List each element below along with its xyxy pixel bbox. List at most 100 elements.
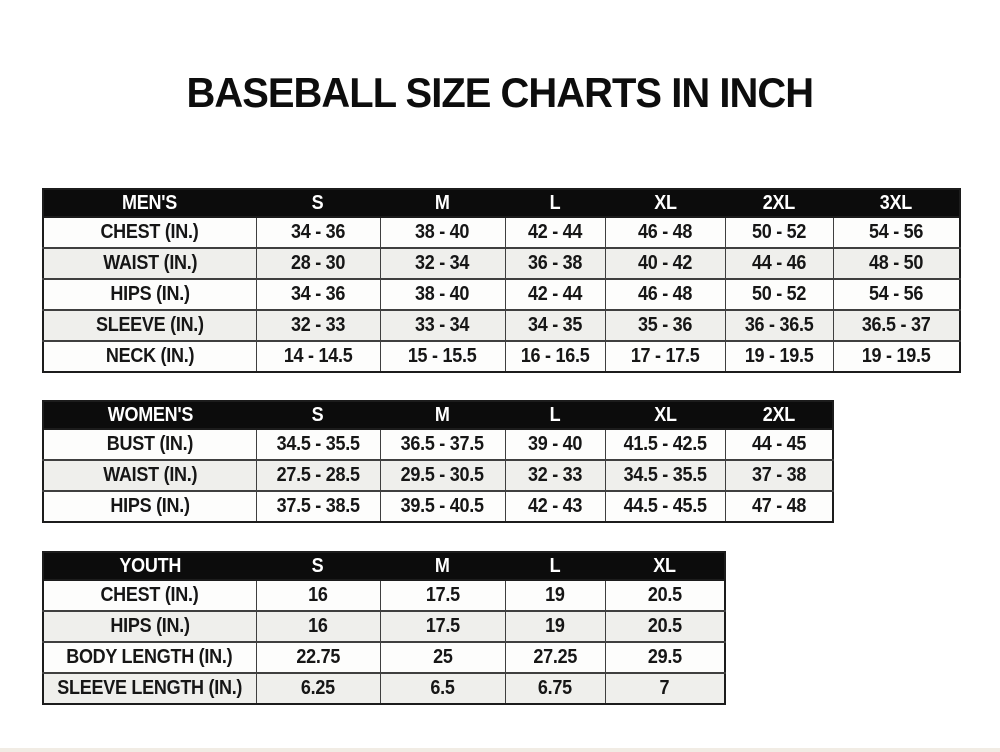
measurement-label-cell: HIPS (IN.) [42, 278, 257, 311]
size-value-cell: 39.5 - 40.5 [379, 490, 506, 523]
size-value-cell: 42 - 44 [504, 216, 606, 249]
header-cell-label: M [435, 403, 450, 426]
header-cell-label: L [549, 554, 561, 577]
size-value: 32 - 33 [527, 464, 583, 486]
size-column-header-cell: L [505, 189, 605, 218]
size-value: 32 - 34 [415, 252, 470, 274]
size-value: 17 - 17.5 [630, 345, 700, 367]
size-value-cell: 46 - 48 [604, 278, 726, 311]
size-value: 46 - 48 [637, 283, 693, 305]
table-row: HIPS (IN.) 16 17.5 19 20.5 [42, 610, 726, 643]
size-value: 38 - 40 [415, 221, 470, 243]
measurement-label-cell: CHEST (IN.) [42, 216, 257, 249]
table-row: WAIST (IN.) 27.5 - 28.5 29.5 - 30.5 32 - 33… [42, 459, 834, 492]
size-value: 36 - 38 [527, 252, 583, 274]
size-value: 29.5 - 30.5 [400, 464, 485, 486]
size-value-cell: 54 - 56 [832, 278, 961, 311]
size-value-cell: 37 - 38 [724, 459, 834, 492]
size-value: 44 - 46 [751, 252, 807, 274]
size-value: 39 - 40 [527, 433, 583, 455]
size-value: 34 - 36 [290, 283, 346, 305]
size-value-cell: 32 - 33 [504, 459, 606, 492]
size-value-cell: 36.5 - 37 [832, 309, 961, 342]
size-value: 17.5 [425, 584, 460, 606]
measurement-label: SLEEVE (IN.) [95, 314, 204, 336]
size-value: 54 - 56 [869, 283, 924, 305]
size-value-cell: 47 - 48 [724, 490, 834, 523]
size-value-cell: 6.5 [379, 672, 506, 705]
size-value-cell: 19 - 19.5 [832, 340, 961, 373]
size-column-header-cell: S [256, 189, 380, 218]
size-value: 15 - 15.5 [408, 345, 477, 367]
size-value-cell: 36 - 36.5 [724, 309, 834, 342]
measurement-label: WAIST (IN.) [102, 464, 197, 486]
size-value: 37 - 38 [751, 464, 806, 486]
size-value-cell: 19 [504, 610, 606, 643]
size-value-cell: 14 - 14.5 [255, 340, 381, 373]
table-row: BUST (IN.) 34.5 - 35.5 36.5 - 37.5 39 - 40 4… [42, 428, 834, 461]
size-value: 42 - 44 [527, 221, 583, 243]
youth-table-title-cell: YOUTH [43, 552, 256, 581]
table-row: SLEEVE (IN.) 32 - 33 33 - 34 34 - 35 35 - 36… [42, 309, 961, 342]
youth-size-table: YOUTH S M L XL CHEST (IN.) 16 17.5 19 20.5 HIPS (I… [42, 551, 726, 705]
header-cell-label: L [549, 403, 561, 426]
size-value: 16 [308, 615, 328, 637]
measurement-label-cell: CHEST (IN.) [42, 579, 257, 612]
womens-header-row: WOMEN'S S M L XL 2XL [43, 401, 833, 430]
size-value: 27.5 - 28.5 [276, 464, 360, 486]
size-value: 39.5 - 40.5 [400, 495, 485, 517]
size-value: 42 - 44 [527, 283, 583, 305]
size-value: 16 - 16.5 [520, 345, 590, 367]
size-value: 37.5 - 38.5 [276, 495, 360, 517]
size-value-cell: 44.5 - 45.5 [604, 490, 726, 523]
size-value-cell: 29.5 - 30.5 [379, 459, 506, 492]
size-value: 6.25 [301, 677, 335, 699]
size-value-cell: 36.5 - 37.5 [379, 428, 506, 461]
size-value: 14 - 14.5 [283, 345, 353, 367]
size-value-cell: 32 - 33 [255, 309, 381, 342]
measurement-label-cell: WAIST (IN.) [42, 459, 257, 492]
measurement-label-cell: SLEEVE LENGTH (IN.) [42, 672, 257, 705]
size-value: 42 - 43 [527, 495, 583, 517]
header-cell-label: M [435, 191, 450, 214]
size-value: 36 - 36.5 [744, 314, 814, 336]
table-row: CHEST (IN.) 34 - 36 38 - 40 42 - 44 46 - 48 5… [42, 216, 961, 249]
size-value-cell: 35 - 36 [604, 309, 726, 342]
size-column-header-cell: 3XL [833, 189, 960, 218]
youth-header-row: YOUTH S M L XL [43, 552, 725, 581]
size-value-cell: 54 - 56 [832, 216, 961, 249]
table-row: HIPS (IN.) 37.5 - 38.5 39.5 - 40.5 42 - 43 4… [42, 490, 834, 523]
size-column-header-cell: S [256, 401, 380, 430]
size-value: 25 [432, 646, 453, 668]
measurement-label: HIPS (IN.) [110, 615, 190, 637]
size-value: 19 - 19.5 [744, 345, 814, 367]
womens-size-table: WOMEN'S S M L XL 2XL BUST (IN.) 34.5 - 35.5 36.5… [42, 400, 834, 523]
size-value: 27.25 [533, 646, 577, 668]
size-value: 36.5 - 37.5 [400, 433, 485, 455]
size-column-header-cell: L [505, 401, 605, 430]
size-column-header-cell: 2XL [725, 189, 833, 218]
size-value-cell: 19 - 19.5 [724, 340, 834, 373]
mens-header-row: MEN'S S M L XL 2XL 3XL [43, 189, 960, 218]
size-value-cell: 20.5 [604, 579, 726, 612]
size-column-header-cell: M [380, 552, 505, 581]
size-column-header-cell: 2XL [725, 401, 833, 430]
size-value: 28 - 30 [290, 252, 346, 274]
header-cell-label: 2XL [762, 403, 795, 426]
size-value-cell: 37.5 - 38.5 [255, 490, 381, 523]
size-value: 22.75 [296, 646, 340, 668]
header-cell-label: L [549, 191, 561, 214]
size-value-cell: 42 - 43 [504, 490, 606, 523]
size-value: 33 - 34 [415, 314, 470, 336]
size-value-cell: 44 - 46 [724, 247, 834, 280]
size-value: 50 - 52 [751, 221, 807, 243]
size-value: 54 - 56 [869, 221, 924, 243]
header-cell-label: XL [653, 403, 677, 426]
size-value: 34 - 36 [290, 221, 346, 243]
size-value-cell: 17.5 [379, 610, 506, 643]
header-cell-label: XL [653, 191, 677, 214]
size-value: 46 - 48 [637, 221, 693, 243]
size-value: 47 - 48 [751, 495, 806, 517]
size-value-cell: 36 - 38 [504, 247, 606, 280]
size-value-cell: 50 - 52 [724, 278, 834, 311]
